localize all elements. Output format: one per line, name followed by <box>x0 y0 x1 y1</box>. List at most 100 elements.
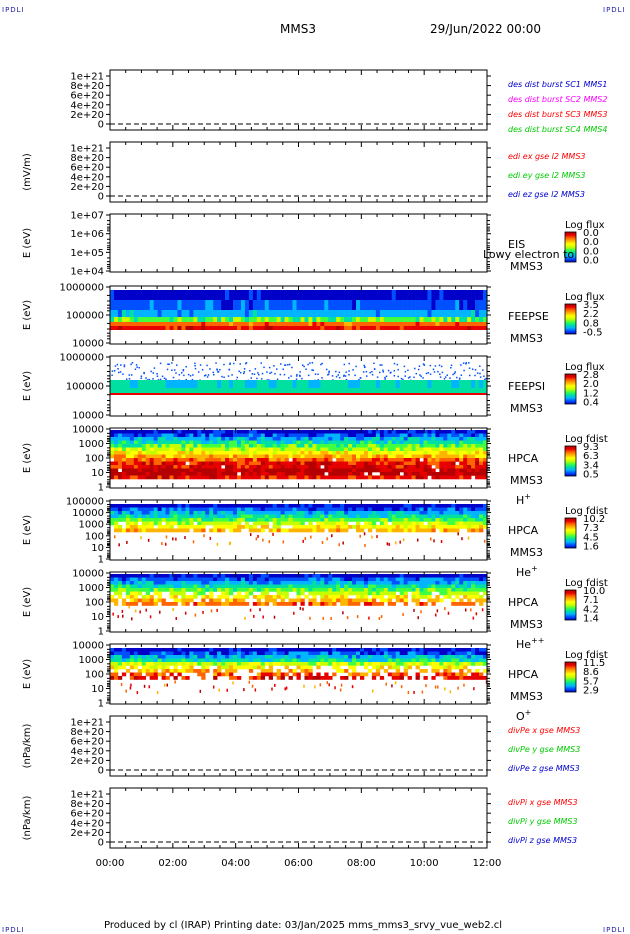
spectrogram-cell <box>173 518 178 522</box>
spectrogram-cell <box>207 374 210 376</box>
spectrogram-cell <box>395 468 400 473</box>
spectrogram-cell <box>312 581 317 585</box>
spectrogram-cell <box>288 290 293 300</box>
spectrogram-cell <box>205 326 210 330</box>
spectrogram-cell <box>411 595 416 599</box>
spectrogram-cell <box>282 368 284 371</box>
spectrogram-cell <box>236 577 242 582</box>
spectrogram-cell <box>201 440 206 445</box>
spectrogram-cell <box>433 539 435 543</box>
spectrogram-cell <box>205 577 210 582</box>
spectrogram-cell <box>153 651 158 656</box>
spectrogram-cell <box>360 577 365 582</box>
spectrogram-cell <box>395 444 400 448</box>
spectrogram-cell <box>177 310 182 317</box>
spectrogram-cell <box>264 290 270 300</box>
spectrogram-cell <box>348 437 353 441</box>
spectrogram-cell <box>483 430 488 434</box>
spectrogram-cell <box>272 290 277 300</box>
spectrogram-cell <box>145 317 150 322</box>
spectrogram-cell <box>379 598 385 603</box>
spectrogram-cell <box>367 468 373 473</box>
spectrogram-cell <box>312 458 317 462</box>
spectrogram-cell <box>201 447 206 452</box>
spectrogram-cell <box>437 370 439 373</box>
spectrogram-cell <box>359 377 362 379</box>
spectrogram-cell <box>272 577 277 582</box>
spectrogram-cell <box>427 465 432 469</box>
spectrogram-cell <box>157 454 162 459</box>
spectrogram-cell <box>288 584 293 589</box>
spectrogram-cell <box>264 454 270 459</box>
spectrogram-cell <box>455 602 460 606</box>
spectrogram-cell <box>348 430 353 434</box>
spectrogram-cell <box>125 577 131 582</box>
spectrogram-cell <box>423 465 428 469</box>
spectrogram-cell <box>268 322 274 326</box>
spectrogram-cell <box>328 437 333 441</box>
spectrogram-cell <box>471 290 476 300</box>
spectrogram-cell <box>129 447 135 452</box>
spectrogram-cell <box>169 326 174 330</box>
spectrogram-cell <box>328 430 333 434</box>
spectrogram-cell <box>459 465 464 469</box>
spectrogram-cell <box>276 595 281 599</box>
spectrogram-cell <box>110 514 115 519</box>
spectrogram-cell <box>475 504 480 508</box>
spectrogram-cell <box>201 433 206 438</box>
spectrogram-cell <box>117 591 123 596</box>
spectrogram-cell <box>463 595 468 599</box>
spectrogram-cell <box>248 468 254 473</box>
spectrogram-cell <box>471 504 476 508</box>
spectrogram-cell <box>451 451 456 455</box>
spectrogram-cell <box>423 595 428 599</box>
spectrogram-cell <box>320 595 325 599</box>
spectrogram-cell <box>256 322 262 326</box>
spectrogram-cell <box>312 430 317 434</box>
spectrogram-cell <box>117 514 123 519</box>
spectrogram-cell <box>447 507 452 512</box>
colorbar-tick-label: 0.0 <box>583 237 599 248</box>
spectrogram-cell <box>141 451 147 455</box>
spectrogram-cell <box>387 430 393 434</box>
spectrogram-cell <box>399 444 404 448</box>
spectrogram-cell <box>360 598 365 603</box>
spectrogram-cell <box>379 440 385 445</box>
spectrogram-cell <box>137 468 143 473</box>
spectrogram-cell <box>427 451 432 455</box>
spectrogram-cell <box>133 454 139 459</box>
spectrogram-cell <box>375 504 381 508</box>
spectrogram-cell <box>129 525 135 529</box>
spectrogram-cell <box>173 380 178 388</box>
spectrogram-cell <box>356 574 361 578</box>
spectrogram-cell <box>344 595 349 599</box>
spectrogram-cell <box>217 518 222 522</box>
spectrogram-cell <box>217 514 222 519</box>
spectrogram-cell <box>145 430 150 434</box>
spectrogram-cell <box>221 375 223 378</box>
spectrogram-cell <box>169 521 174 526</box>
colorbar-tick-label: 0.0 <box>583 228 599 239</box>
spectrogram-cell <box>288 468 293 473</box>
spectrogram-cell <box>181 454 186 459</box>
spectrogram-cell <box>268 507 274 512</box>
spectrogram-cell <box>157 658 162 663</box>
spectrogram-cell <box>360 440 365 445</box>
instrument-label: HPCA <box>508 596 539 609</box>
spectrogram-cell <box>391 595 397 599</box>
spectrogram-cell <box>411 525 416 529</box>
spectrogram-cell <box>252 511 258 515</box>
spectrogram-cell <box>479 525 484 529</box>
spectrogram-cell <box>296 388 301 393</box>
spectrogram-cell <box>336 458 341 462</box>
colorbar-tick-label: 10.2 <box>583 514 605 525</box>
spectrogram-cell <box>141 507 147 512</box>
spectrogram-cell <box>229 514 234 519</box>
spectrogram-cell <box>185 514 190 519</box>
spectrogram-cell <box>181 595 186 599</box>
spectrogram-cell <box>240 444 246 448</box>
spectrogram-cell <box>348 472 353 476</box>
spectrogram-cell <box>266 371 268 373</box>
spectrogram-cell <box>161 658 166 663</box>
